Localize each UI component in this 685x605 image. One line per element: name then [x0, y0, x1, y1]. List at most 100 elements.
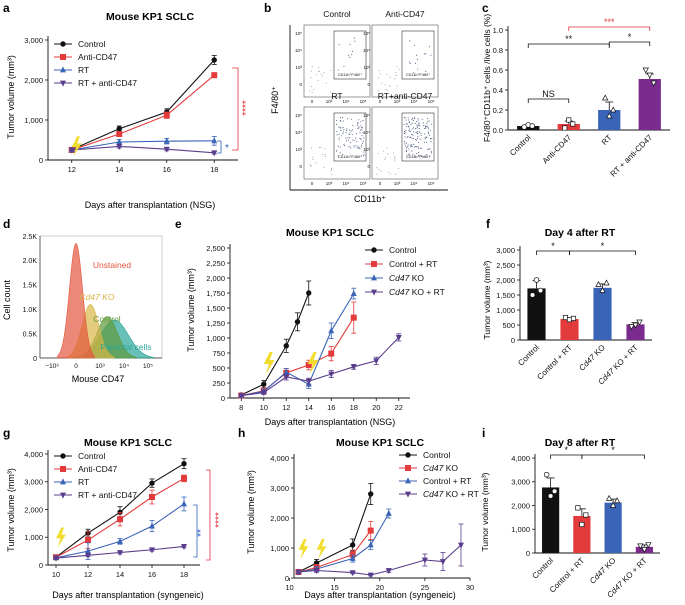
flow-event: [337, 145, 339, 147]
legend-label-a: Anti-CD47: [78, 52, 117, 62]
bar-i-0: [542, 487, 560, 553]
data-point-g: [117, 516, 123, 523]
flow-event: [425, 70, 427, 72]
flow-event: [321, 75, 323, 77]
data-point-e: [283, 368, 290, 375]
flow-gate: [401, 30, 435, 80]
flow-event: [415, 146, 417, 148]
flow-event: [411, 150, 413, 152]
series-line-a-1: [71, 74, 215, 151]
flow-event: [421, 155, 423, 158]
flow-event: [395, 173, 397, 175]
flow-event: [362, 140, 364, 143]
flow-event: [337, 155, 339, 157]
panel-letter-h: h: [238, 426, 245, 440]
flow-event: [417, 68, 419, 70]
category-label-f: Cd47 KO: [577, 343, 607, 373]
flow-event: [349, 142, 351, 144]
flow-event: [310, 165, 312, 167]
flow-event: [347, 137, 349, 139]
category-label-c: RT: [600, 133, 614, 147]
flow-gate-label: CD11b⁺F480⁺: [406, 73, 430, 77]
flow-y-tick: 10⁵: [363, 31, 370, 36]
ylabel-c-text: F4/80⁺CD11b⁺ cells /live cells (%): [482, 14, 492, 142]
flow-event: [340, 135, 343, 137]
flow-event: [411, 128, 413, 130]
bar-c-3: [638, 79, 661, 130]
flow-event: [421, 118, 423, 120]
flow-event: [424, 125, 426, 127]
x-tick-label-a: 12: [68, 165, 76, 174]
flow-event: [342, 117, 344, 119]
ylabel-c: F4/80⁺CD11b⁺ cells /live cells (%): [482, 14, 492, 142]
flow-event: [413, 118, 416, 120]
flow-event: [407, 154, 409, 156]
bar-c-0: [517, 126, 540, 130]
data-point-i: [575, 505, 581, 511]
flow-y-tick: 0: [299, 164, 302, 169]
legend-label-h: Control: [423, 450, 451, 460]
flow-event: [418, 122, 420, 124]
flow-event: [315, 74, 317, 76]
data-point-a: [211, 150, 218, 157]
flow-event: [427, 131, 429, 133]
y-tick-label-e: 1,750: [206, 289, 225, 298]
flow-y-tick: 10⁴: [295, 130, 302, 135]
data-point-e: [395, 335, 402, 341]
y-tick-label-e: 500: [212, 364, 225, 373]
flow-event: [385, 157, 387, 159]
flow-event: [427, 128, 429, 130]
flow-event: [360, 121, 362, 123]
flow-event: [415, 131, 417, 133]
data-point-h: [349, 554, 356, 561]
bar-f-0: [527, 288, 546, 340]
flow-event: [412, 119, 414, 122]
bar-i-2: [604, 502, 622, 553]
significance-bracket-c: [527, 98, 570, 103]
flow-event: [351, 53, 353, 56]
data-point-a: [116, 138, 123, 145]
significance-label-f: *: [551, 241, 555, 251]
title-h: Mouse KP1 SCLC: [336, 437, 425, 449]
x-tick-label-a: 16: [163, 165, 171, 174]
y-tick-label-c: 0.2: [493, 106, 503, 115]
legend-marker-g: [60, 478, 66, 485]
ylabel-a: Tumor volume (mm³): [6, 55, 16, 139]
data-point-i: [641, 547, 648, 553]
flow-event: [415, 54, 418, 56]
flow-x-tick: 0: [379, 181, 382, 186]
flow-event: [419, 125, 421, 127]
data-point-i: [547, 493, 554, 499]
radiation-icon: [298, 539, 309, 559]
flow-event: [340, 129, 342, 132]
series-line-h-0: [298, 493, 372, 573]
flow-event: [363, 155, 365, 157]
xlabel-h: Days after transplantation (syngeneic): [304, 590, 456, 600]
flow-plot-frame: [371, 24, 439, 98]
category-label-rest: KO + RT: [619, 556, 649, 586]
title-f: Day 4 after RT: [545, 227, 616, 239]
flow-event: [425, 127, 427, 129]
data-point-e: [328, 350, 335, 357]
flow-event: [360, 146, 362, 148]
data-point-e: [350, 364, 357, 371]
flow-event: [426, 154, 428, 156]
data-point-c: [562, 125, 568, 131]
flow-event: [404, 145, 407, 147]
y-tick-label-c: 1.0: [493, 26, 503, 35]
flow-event: [378, 77, 380, 79]
series-line-e-2: [241, 293, 355, 397]
title-g: Mouse KP1 SCLC: [84, 437, 173, 449]
data-point-e: [373, 358, 380, 365]
flow-event: [387, 90, 389, 92]
flow-event: [311, 92, 313, 94]
histogram-label-unstained: Unstained: [93, 260, 132, 270]
flow-event: [408, 122, 410, 124]
flow-gate-label: CD11b⁺F480⁺: [338, 155, 362, 159]
xlabel-a: Days after transplantation (NSG): [85, 200, 216, 210]
flow-event: [406, 137, 408, 139]
flow-x-tick: 10⁴: [411, 99, 418, 104]
flow-event: [325, 82, 327, 84]
ylabel-g: Tumor volume (mm³): [6, 468, 16, 552]
flow-event: [415, 138, 417, 141]
